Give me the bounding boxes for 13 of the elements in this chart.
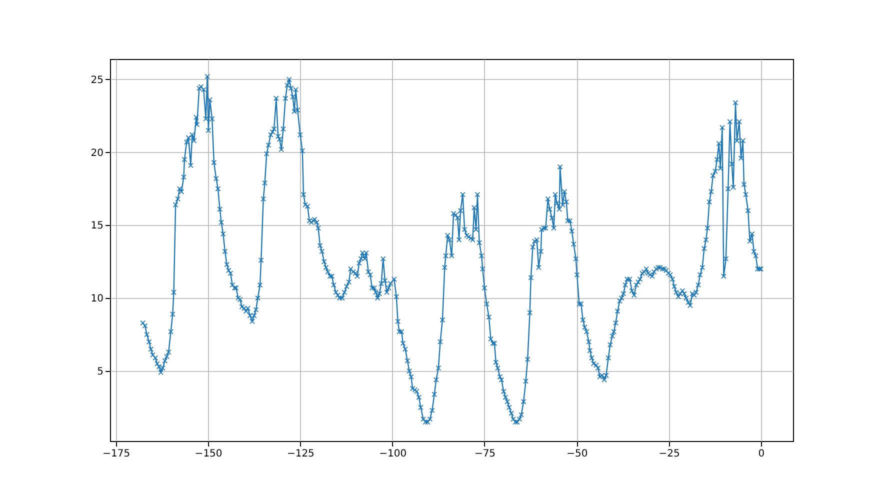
y-tick-label: 5 xyxy=(97,366,104,378)
x-tick-label: −100 xyxy=(379,448,407,460)
x-tick-label: −150 xyxy=(194,448,222,460)
x-tick-label: 0 xyxy=(758,448,765,460)
x-tick-label: −75 xyxy=(474,448,496,460)
x-tick-label: −50 xyxy=(566,448,588,460)
x-tick-label: −125 xyxy=(286,448,314,460)
y-tick-label: 10 xyxy=(90,294,104,305)
y-tick-label: 20 xyxy=(90,148,104,159)
x-tick-label: −25 xyxy=(658,448,680,460)
y-tick-label: 25 xyxy=(90,74,104,86)
x-tick-label: −175 xyxy=(102,448,130,460)
y-tick-label: 15 xyxy=(90,220,104,232)
